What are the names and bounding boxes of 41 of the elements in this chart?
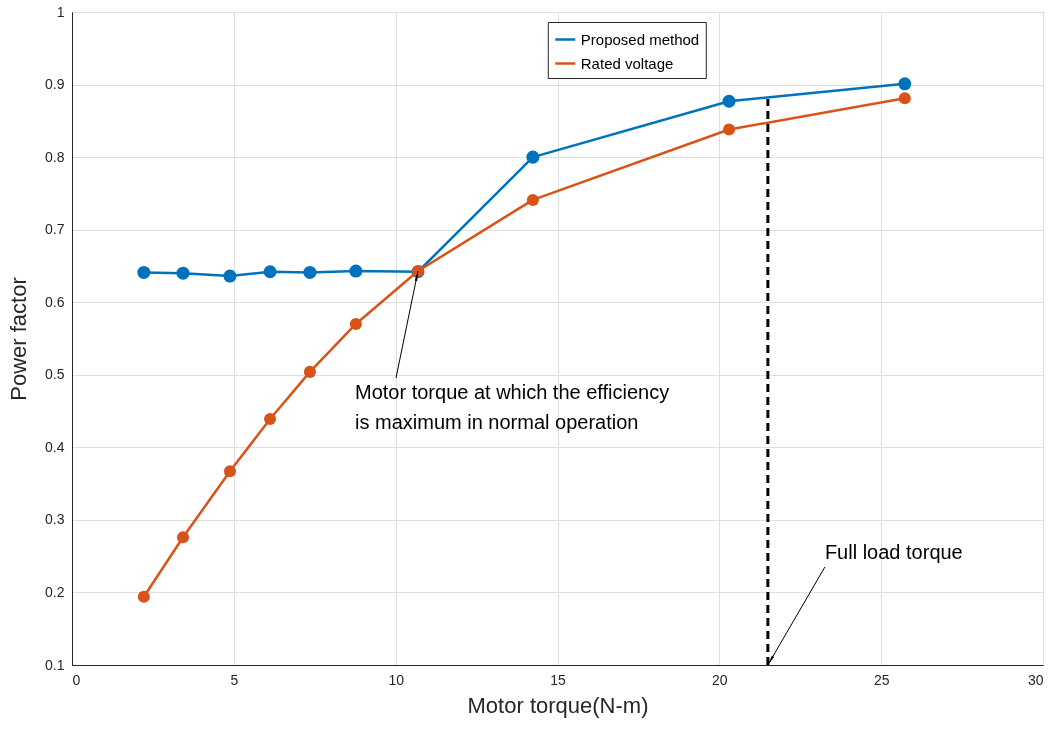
point (223, 465, 236, 478)
point (722, 94, 736, 108)
y-tick-label: 0.2 (45, 583, 65, 600)
y-tick-label: 0.8 (45, 148, 65, 165)
point (898, 77, 912, 91)
point (349, 264, 363, 278)
x-tick-label: 30 (1027, 671, 1044, 688)
point (349, 317, 362, 330)
x-tick-label: 0 (72, 671, 81, 688)
x-axis-title: Motor torque(N-m) (467, 692, 649, 718)
y-tick-label: 0.5 (45, 366, 65, 383)
point (264, 413, 277, 426)
point (303, 365, 316, 378)
point (223, 269, 237, 283)
y-tick-label: 1 (56, 3, 65, 20)
point (263, 265, 277, 279)
y-axis-title: Power factor (6, 277, 32, 401)
x-tick-label: 5 (230, 671, 239, 688)
x-tick-label: 15 (550, 671, 566, 688)
x-tick-label: 10 (388, 671, 405, 688)
legend-label: Proposed method (580, 30, 700, 48)
point (898, 92, 911, 105)
point (303, 265, 317, 279)
legend-label: Rated voltage (580, 54, 674, 72)
annotation: Motor torque at which the efficiency is maximum in normal operation (355, 381, 670, 434)
y-tick-label: 0.7 (45, 221, 65, 238)
point (137, 265, 151, 279)
point (137, 590, 150, 603)
point (723, 123, 736, 136)
point (526, 150, 540, 164)
x-tick-label: 20 (712, 671, 728, 688)
y-tick-label: 0.9 (45, 76, 65, 93)
point (177, 531, 190, 544)
x-tick-label: 25 (873, 671, 890, 688)
point (526, 193, 539, 206)
annotation: Full load torque (824, 541, 963, 563)
point (176, 266, 190, 280)
y-tick-label: 0.4 (45, 438, 65, 455)
y-tick-label: 0.1 (45, 656, 65, 673)
y-tick-label: 0.3 (45, 511, 65, 528)
y-tick-label: 0.6 (45, 293, 65, 310)
